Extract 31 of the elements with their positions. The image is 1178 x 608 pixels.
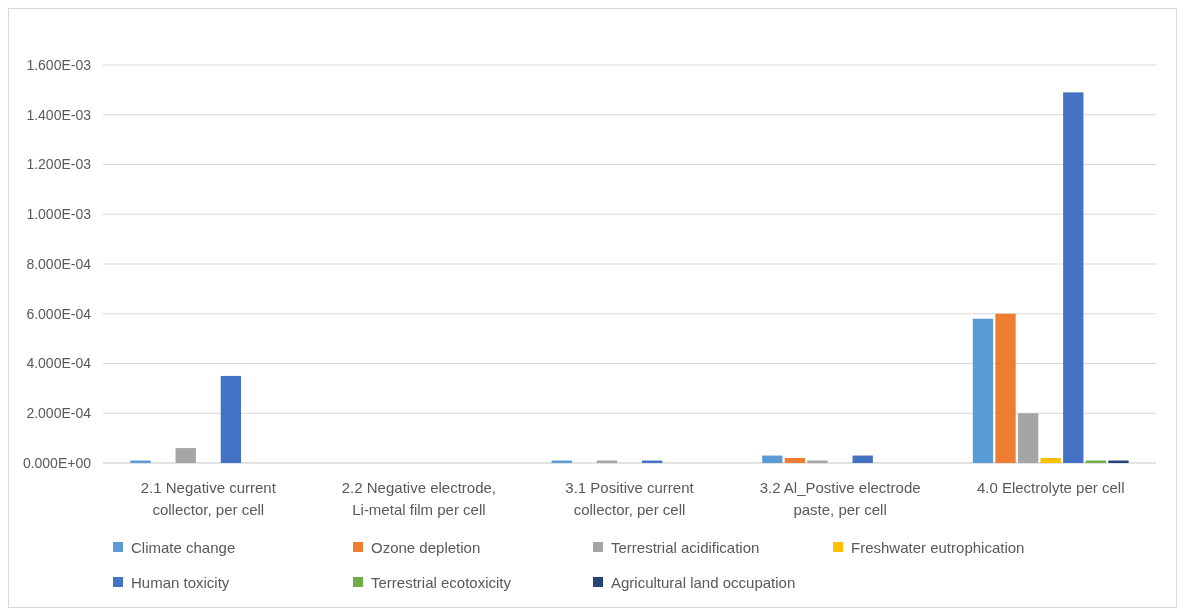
legend-label: Agricultural land occupation	[611, 574, 796, 592]
y-tick-label: 1.400E-03	[26, 106, 92, 123]
bar	[1017, 413, 1039, 463]
legend-label: Human toxicity	[131, 574, 230, 592]
bar	[995, 313, 1016, 463]
legend-label: Terrestrial acidification	[611, 539, 760, 557]
y-tick-label: 6.000E-04	[26, 305, 92, 322]
legend-label: Ozone depletion	[371, 539, 481, 557]
bar	[220, 375, 242, 463]
x-tick-label: 4.0 Electrolyte per cell	[976, 479, 1125, 496]
legend-label: Terrestrial ecotoxicity	[371, 574, 512, 592]
x-tick-label: 2.2 Negative electrode, Li-metal film per cell	[341, 479, 497, 518]
y-tick-label: 0.000E+00	[22, 454, 92, 471]
bar	[175, 448, 196, 463]
legend-label: Climate change	[131, 539, 236, 557]
y-tick-label: 1.000E-03	[26, 206, 92, 223]
legend-label: Freshwater eutrophication	[851, 539, 1025, 557]
bar	[784, 458, 806, 463]
y-tick-label: 1.600E-03	[26, 56, 92, 73]
x-tick-label: 3.1 Positive current collector, per cell	[565, 479, 695, 518]
bar	[762, 455, 783, 463]
bar	[852, 455, 873, 463]
y-tick-label: 2.000E-04	[26, 405, 92, 422]
bar	[972, 318, 994, 463]
y-tick-label: 8.000E-04	[26, 255, 92, 272]
bar	[1063, 92, 1084, 463]
y-tick-label: 4.000E-04	[26, 355, 92, 372]
x-tick-label: 3.2 Al_Postive electrode paste, per cell	[759, 479, 921, 518]
x-tick-label: 2.1 Negative current collector, per cell	[140, 479, 277, 518]
bar	[1040, 458, 1061, 463]
y-tick-label: 1.200E-03	[26, 156, 92, 173]
